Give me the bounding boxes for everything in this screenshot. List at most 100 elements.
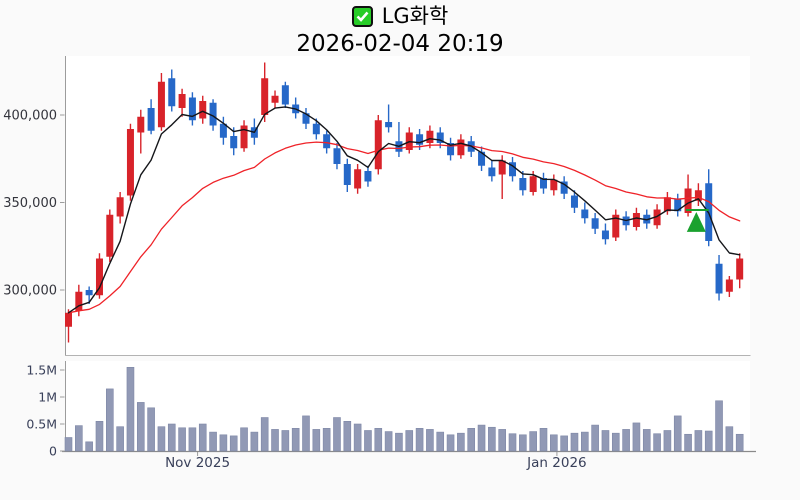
candle-body (725, 279, 733, 292)
volume-bar (601, 430, 610, 452)
volume-bar (611, 432, 620, 452)
ma-fast-line (67, 106, 741, 314)
volume-bar (188, 427, 197, 452)
volume-bar (353, 423, 362, 452)
candle-body (416, 134, 424, 145)
candle-body (261, 78, 269, 115)
volume-bar (529, 431, 537, 452)
price-panel-bg (65, 56, 750, 355)
candle-body (385, 122, 393, 128)
candle-body (591, 218, 599, 229)
volume-bar (467, 428, 476, 452)
volume-bar (291, 428, 300, 452)
volume-bar (209, 431, 217, 452)
volume-bar (653, 433, 661, 452)
candle-body (364, 171, 372, 182)
candle-body (715, 263, 723, 294)
volume-bar (704, 430, 713, 452)
chart-header: LG화학 2026-02-04 20:19 (0, 0, 800, 58)
volume-bar (395, 432, 403, 452)
volume-bar (116, 426, 124, 452)
candle-body (374, 120, 382, 170)
volume-bar (333, 417, 341, 452)
volume-bar (281, 430, 290, 452)
volume-bar (426, 429, 434, 452)
candle-body (457, 139, 465, 156)
chart-title-row: LG화학 (0, 2, 800, 31)
volume-bar (684, 433, 692, 452)
volume-bar (343, 420, 352, 452)
candle-body (354, 169, 362, 189)
candle-body (157, 81, 165, 128)
candle-body (106, 214, 114, 257)
candle-body (653, 209, 661, 226)
volume-bar (106, 388, 114, 452)
candle-body (529, 176, 537, 192)
candle-body (240, 125, 248, 149)
candle-body (674, 199, 682, 212)
volume-bar (735, 433, 744, 452)
volume-bar (219, 434, 228, 452)
volume-bar (374, 428, 383, 452)
candle-body (281, 85, 289, 105)
volume-bar (519, 434, 527, 452)
volume-bar (457, 432, 465, 452)
volume-bar (167, 423, 176, 452)
chart-timestamp: 2026-02-04 20:19 (296, 31, 504, 57)
volume-bar (271, 429, 279, 452)
candle-body (498, 160, 506, 175)
candle-body (663, 197, 671, 212)
candle-body (581, 209, 589, 219)
candle-body (560, 181, 568, 194)
volume-bar (436, 431, 445, 452)
volume-bar (560, 435, 568, 452)
volume-bar (75, 425, 83, 452)
volume-bar (260, 417, 269, 452)
x-axis-label: Nov 2025 (165, 455, 230, 471)
candle-body (570, 195, 578, 208)
candle-body (447, 143, 455, 156)
volume-bar (488, 426, 496, 452)
candle-body (632, 213, 640, 227)
volume-bar (384, 431, 393, 452)
volume-bar (405, 430, 414, 452)
candle-body (147, 108, 155, 131)
volume-bar (364, 430, 372, 452)
candle-body (426, 130, 434, 143)
volume-bar (126, 366, 135, 452)
candle-body (199, 101, 207, 119)
candle-body (612, 214, 620, 238)
volume-bar (632, 422, 641, 452)
check-icon (356, 11, 369, 22)
candle-body (271, 95, 279, 103)
candle-body (302, 113, 310, 124)
candle-body (65, 312, 72, 327)
volume-bar (240, 427, 248, 452)
volume-bar (64, 437, 73, 452)
legend-checkbox[interactable] (351, 6, 373, 27)
candle-body (478, 151, 486, 166)
volume-bar (415, 428, 424, 452)
volume-axis-label: 1.5M (26, 363, 57, 378)
candle-body (550, 179, 558, 191)
candle-body (209, 102, 217, 126)
volume-bar (312, 429, 321, 452)
volume-bar (178, 427, 186, 452)
candle-body (519, 178, 527, 191)
candle-body (736, 258, 744, 280)
volume-bar (446, 434, 455, 452)
volume-bar (663, 430, 672, 452)
candle-body (436, 132, 444, 143)
volume-bar (477, 424, 486, 452)
price-axis-label: 300,000 (3, 284, 57, 299)
x-axis-label: Jan 2026 (526, 455, 586, 471)
volume-bar (157, 426, 166, 452)
candle-body (509, 162, 517, 177)
candle-body (188, 97, 196, 121)
candle-body (333, 148, 341, 164)
candle-body (323, 134, 331, 149)
volume-bar (725, 426, 734, 452)
volume-bar (622, 429, 630, 452)
